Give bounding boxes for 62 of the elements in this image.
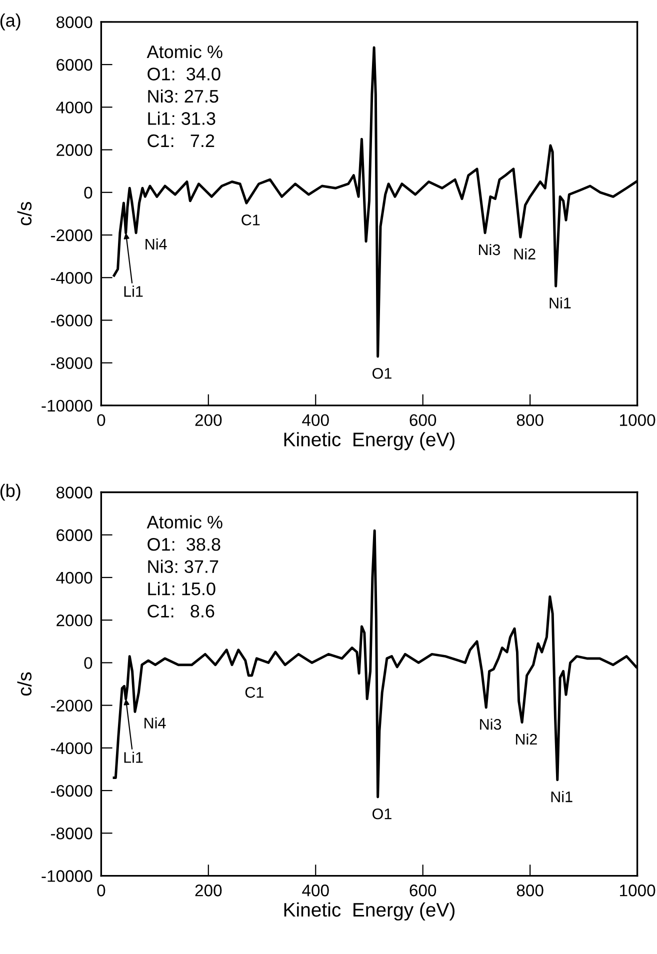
annotation: Atomic %	[146, 44, 222, 58]
x-tick-label: 600	[410, 884, 436, 896]
x-tick-label: 400	[302, 884, 329, 896]
x-tick-label: 800	[516, 884, 544, 896]
chart-title: (b)	[0, 484, 20, 501]
annotation: Li1: 31.3	[148, 112, 216, 125]
y-tick-label: 4000	[56, 572, 92, 584]
annotation: Atomic %	[146, 515, 222, 529]
y-tick-label: -10000	[42, 870, 92, 882]
y-tick-label: 0	[84, 657, 92, 669]
y-axis-title: c/s	[17, 202, 32, 226]
y-tick-label: 6000	[56, 58, 92, 71]
x-tick-label: 0	[97, 414, 106, 426]
y-tick-label: -8000	[50, 357, 92, 370]
x-tick-label: 0	[97, 884, 106, 896]
annotation: Ni1	[551, 791, 572, 802]
x-tick-label: 1000	[620, 414, 656, 426]
y-tick-label: -8000	[50, 828, 92, 840]
x-axis-title: Kinetic Energy (eV)	[284, 902, 454, 921]
annotation: Li1	[124, 286, 143, 297]
annotation: Ni1	[550, 297, 571, 308]
annotation: Ni3: 37.7	[148, 560, 218, 574]
x-tick-label: 200	[195, 884, 222, 896]
annotation: O1: 38.8	[148, 538, 220, 551]
y-tick-label: 2000	[56, 144, 92, 156]
x-tick-label: 1000	[620, 884, 656, 896]
annotation: O1	[372, 368, 392, 379]
annotation: O1: 34.0	[148, 68, 220, 80]
x-tick-label: 600	[410, 414, 436, 426]
y-tick-label: -10000	[42, 400, 92, 412]
y-axis-title: c/s	[17, 672, 32, 696]
y-tick-label: 2000	[56, 614, 92, 626]
x-axis-title: Kinetic Energy (eV)	[284, 432, 454, 450]
y-tick-label: -4000	[50, 272, 92, 284]
y-tick-label: 8000	[56, 486, 92, 498]
chart-title: (a)	[0, 14, 20, 30]
annotation: Li1: 15.0	[148, 582, 216, 596]
y-tick-label: -4000	[50, 742, 92, 754]
annotation: O1	[372, 808, 392, 820]
annotation: Ni3	[478, 244, 500, 256]
y-tick-label: 4000	[56, 102, 92, 114]
annotation: C1	[242, 214, 260, 226]
annotation: Ni4	[144, 717, 166, 728]
annotation: C1	[245, 687, 264, 698]
y-tick-label: 6000	[56, 529, 92, 542]
y-tick-label: -2000	[50, 700, 92, 712]
y-tick-label: -6000	[50, 784, 92, 797]
y-tick-label: -6000	[50, 314, 92, 326]
annotation: C1: 7.2	[148, 134, 214, 148]
annotation: Ni3	[480, 718, 502, 730]
x-tick-label: 400	[302, 414, 329, 426]
y-tick-label: -2000	[50, 229, 92, 242]
annotation: Li1	[124, 752, 143, 763]
annotation: Ni4	[146, 238, 167, 250]
annotation: Ni2	[516, 733, 537, 745]
annotation: Ni2	[514, 248, 536, 260]
x-tick-label: 800	[516, 414, 544, 426]
y-tick-label: 0	[84, 186, 92, 199]
x-tick-label: 200	[195, 414, 222, 426]
y-tick-label: 8000	[56, 16, 92, 28]
annotation: Ni3: 27.5	[148, 89, 218, 103]
annotation: C1: 8.6	[148, 604, 214, 618]
